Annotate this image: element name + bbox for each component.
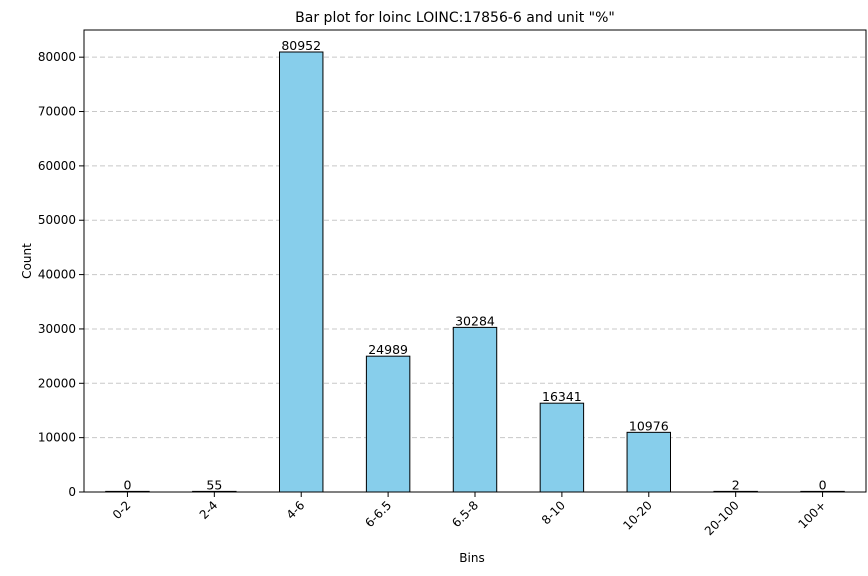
y-tick-label: 0	[68, 485, 76, 499]
y-tick-label: 10000	[38, 431, 76, 445]
x-tick-label: 6-6.5	[362, 498, 394, 530]
bars	[105, 51, 845, 493]
x-tick-label: 2-4	[197, 498, 221, 522]
y-tick-label: 60000	[38, 159, 76, 173]
x-tick-label: 4-6	[284, 498, 308, 522]
data-label: 55	[206, 477, 222, 492]
data-label: 24989	[368, 342, 408, 357]
bar-8-10	[539, 402, 585, 493]
data-label: 0	[123, 477, 131, 492]
y-axis-label: Count	[20, 243, 34, 279]
y-tick-label: 50000	[38, 213, 76, 227]
data-label: 10976	[629, 418, 669, 433]
y-tick-label: 30000	[38, 322, 76, 336]
grid-lines	[84, 56, 866, 439]
x-axis-ticks: 0-2 2-4 4-6 6-6.5 6.5-8 8-10 10-20 20-100 100+	[110, 492, 829, 538]
x-tick-label: 0-2	[110, 498, 134, 522]
y-axis-ticks: 0 10000 20000 30000 40000 50000 60000 70000 8000…	[38, 50, 84, 499]
data-label: 2	[732, 477, 740, 492]
bar-6-6.5	[365, 355, 411, 493]
y-tick-label: 40000	[38, 268, 76, 282]
data-label: 30284	[455, 313, 495, 328]
data-labels: 0 55 80952 24989 30284 16341 10976 2 0	[123, 38, 826, 492]
bar-4-6	[279, 51, 324, 493]
x-axis-label: Bins	[459, 551, 484, 565]
x-tick-label: 10-20	[620, 498, 655, 533]
x-tick-label: 20-100	[702, 498, 742, 538]
data-label: 0	[819, 477, 827, 492]
data-label: 16341	[542, 389, 582, 404]
y-tick-label: 80000	[38, 50, 76, 64]
bar-10-20	[626, 431, 671, 493]
x-tick-label: 6.5-8	[449, 498, 481, 530]
chart-title: Bar plot for loinc LOINC:17856-6 and uni…	[295, 10, 615, 26]
x-tick-label: 8-10	[539, 498, 568, 527]
y-tick-label: 70000	[38, 105, 76, 119]
bar-6.5-8	[452, 326, 498, 493]
y-tick-label: 20000	[38, 376, 76, 390]
x-tick-label: 100+	[795, 498, 828, 531]
data-label: 80952	[281, 38, 321, 53]
